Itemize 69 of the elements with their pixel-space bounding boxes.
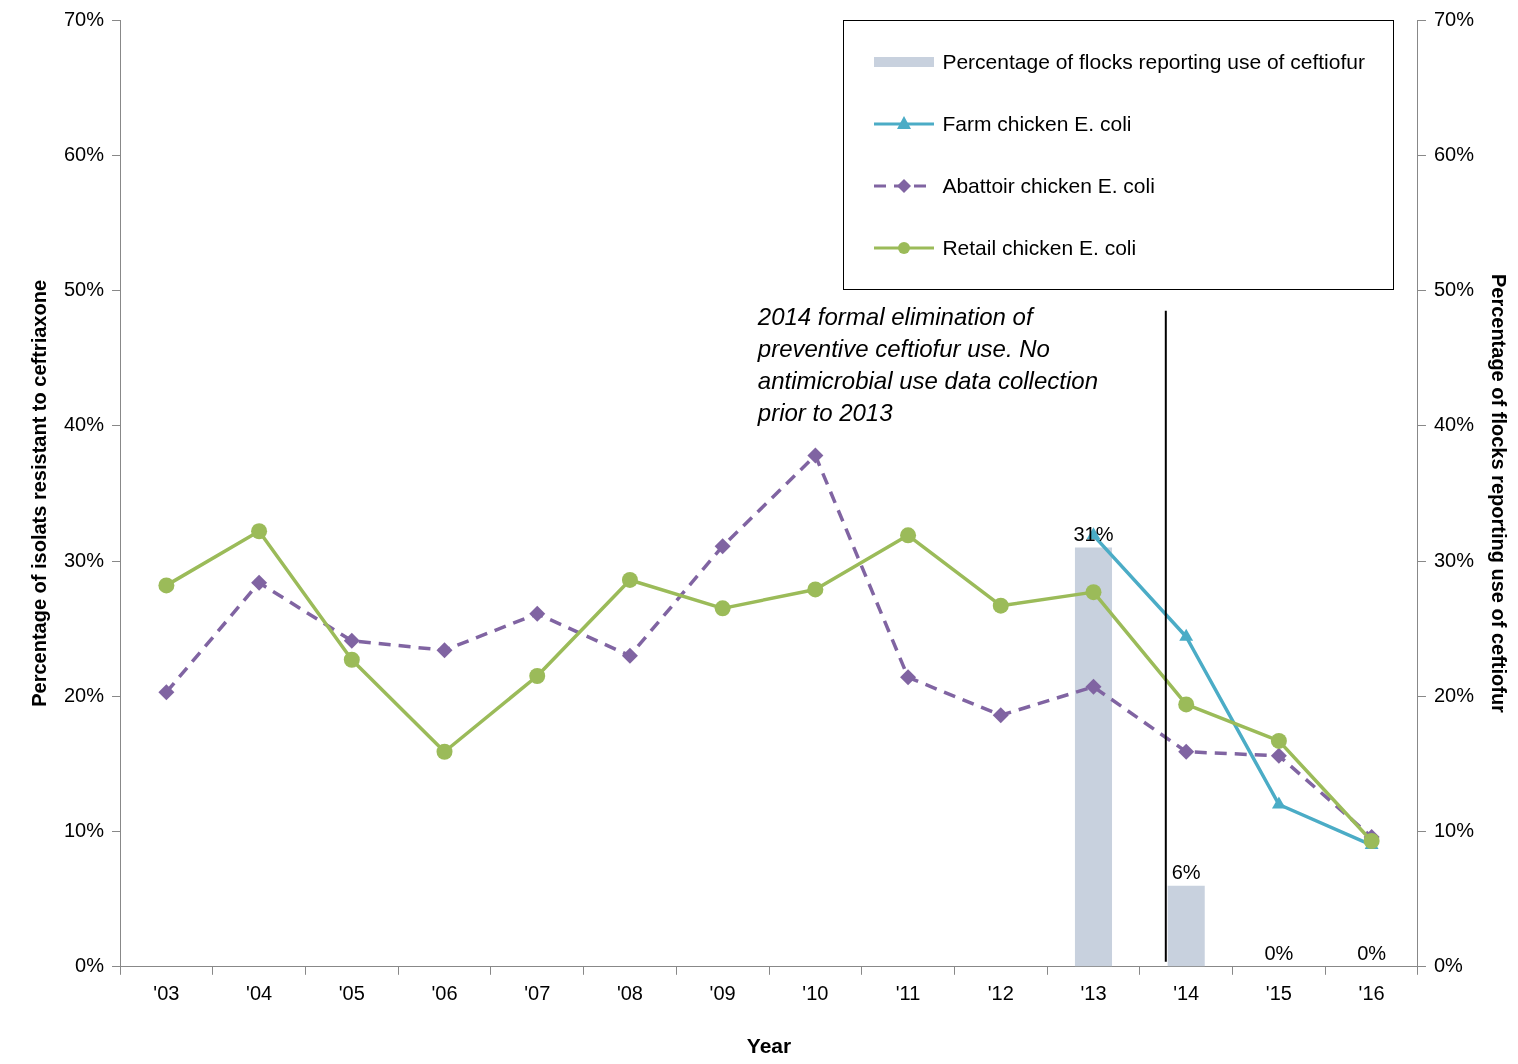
point	[251, 523, 268, 540]
point	[1178, 696, 1195, 713]
x-tick-label: '03	[153, 982, 180, 1005]
point	[714, 538, 731, 555]
y2-tick-label: 20%	[1433, 683, 1475, 706]
point	[1363, 833, 1380, 850]
x-tick-label: '15	[1265, 982, 1292, 1005]
y-tick-label: 10%	[64, 819, 105, 842]
y2-tick-label: 40%	[1433, 413, 1475, 436]
point	[436, 642, 453, 659]
y-tick-label: 50%	[64, 278, 105, 301]
point	[529, 605, 546, 622]
x-tick-label: '13	[1080, 982, 1107, 1005]
x-tick-label: '06	[431, 982, 458, 1005]
y2-tick-label: 0%	[1433, 954, 1464, 977]
y-tick-label: 70%	[64, 7, 105, 30]
x-tick-label: '07	[524, 982, 551, 1005]
point	[436, 743, 453, 760]
x-tick-label: '11	[895, 982, 921, 1005]
point	[992, 597, 1009, 614]
point	[807, 581, 824, 598]
point	[992, 707, 1009, 724]
y2-axis-title: Percentage of flocks reporting use of ceftiofur	[1488, 273, 1511, 714]
point	[900, 527, 917, 544]
y-tick-label: 20%	[64, 683, 105, 706]
x-tick-label: '12	[987, 982, 1014, 1005]
point	[1178, 743, 1195, 760]
y2-tick-label: 60%	[1433, 142, 1475, 165]
x-tick-label: '16	[1358, 982, 1385, 1005]
point	[158, 684, 175, 701]
legend-label: Farm chicken E. coli	[942, 112, 1132, 136]
y2-tick-label: 30%	[1433, 548, 1475, 571]
point	[1270, 732, 1287, 749]
legend-label: Percentage of flocks reporting use of ceftiofur	[942, 50, 1365, 74]
point	[1271, 796, 1286, 809]
x-tick-label: '10	[802, 982, 829, 1005]
x-tick-label: '09	[709, 982, 736, 1005]
point	[1270, 747, 1287, 764]
point	[343, 632, 360, 649]
y2-tick-label: 70%	[1433, 7, 1475, 30]
x-tick-label: '05	[338, 982, 365, 1005]
y2-tick-label: 10%	[1433, 819, 1475, 842]
x-axis-title: Year	[746, 1034, 792, 1058]
y-tick-label: 30%	[64, 548, 105, 571]
y-tick-label: 60%	[64, 142, 105, 165]
point	[529, 668, 546, 684]
point	[158, 577, 175, 594]
x-tick-label: '04	[246, 982, 273, 1005]
point	[251, 574, 268, 591]
y-tick-label: 0%	[75, 954, 105, 977]
point	[343, 651, 360, 668]
annotation: 2014 formal elimination of preventive ceftiofur use. No antimicrobial use data collection prior to 2013	[756, 303, 1098, 427]
legend-label: Retail chicken E. coli	[942, 236, 1137, 260]
point	[1085, 678, 1102, 695]
point	[900, 669, 917, 686]
x-tick-label: '14	[1173, 982, 1200, 1005]
data-label: 0%	[1264, 942, 1294, 965]
y2-tick-label: 50%	[1433, 278, 1475, 301]
data-label: 0%	[1357, 942, 1387, 965]
x-tick-label: '08	[616, 982, 643, 1005]
point	[714, 600, 731, 617]
point	[621, 647, 638, 664]
point	[1085, 584, 1102, 601]
data-label: 6%	[1171, 861, 1201, 884]
legend-label: Abattoir chicken E. coli	[942, 174, 1155, 198]
y-axis-title: Percentage of isolats resistant to ceftriaxone	[27, 279, 50, 707]
y-tick-label: 40%	[64, 413, 105, 436]
point	[807, 447, 824, 464]
point	[621, 571, 638, 588]
